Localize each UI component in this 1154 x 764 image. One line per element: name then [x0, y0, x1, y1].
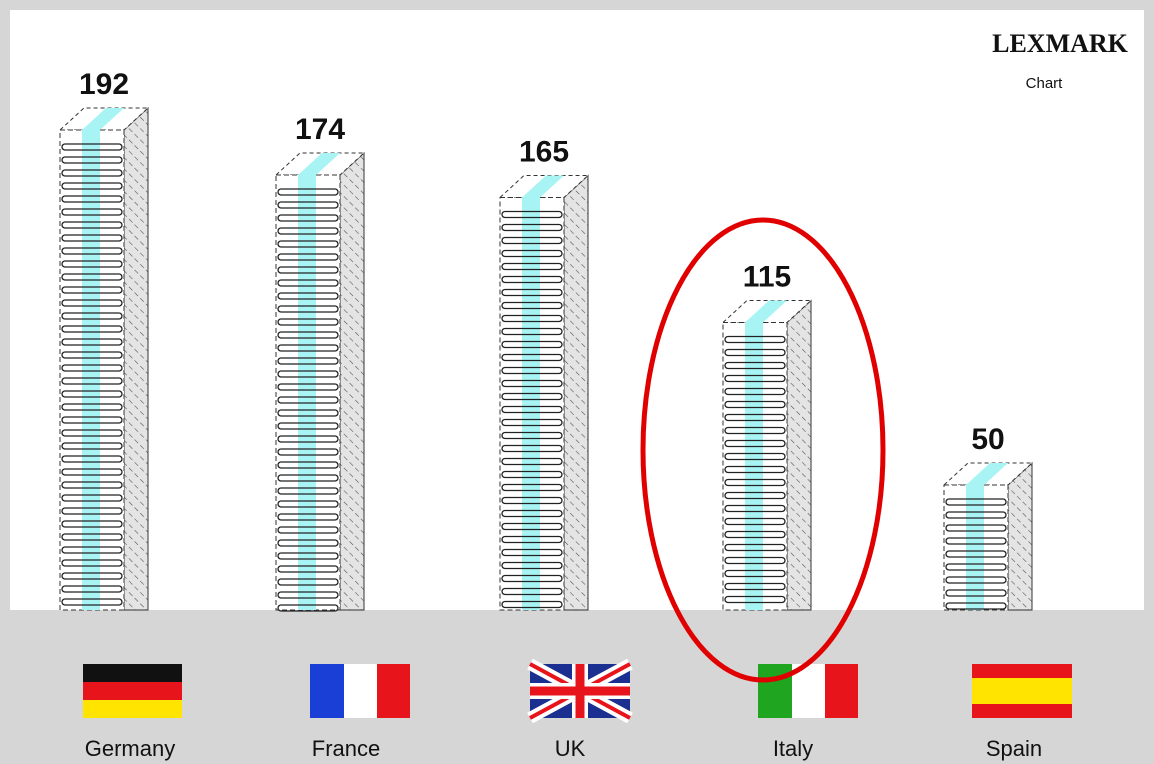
- flag-uk: [530, 664, 630, 718]
- x-tick-label: Italy: [773, 736, 813, 761]
- flag-italy: [758, 664, 858, 718]
- bar-side: [787, 301, 811, 611]
- page: LEXMARK Chart 192 174 165 115 50 Germany Fran…: [0, 0, 1154, 764]
- x-tick-label: Spain: [986, 736, 1042, 761]
- flag-spain: [972, 664, 1072, 718]
- bar-side: [1008, 463, 1032, 610]
- value-label: 50: [971, 423, 1004, 456]
- value-label: 192: [79, 68, 129, 101]
- bar-side: [124, 108, 148, 610]
- value-label: 115: [743, 260, 791, 293]
- x-tick-label: Germany: [85, 736, 175, 761]
- x-tick-label: France: [312, 736, 380, 761]
- bar-side: [340, 153, 364, 610]
- x-tick-label: UK: [555, 736, 586, 761]
- bar-side: [564, 176, 588, 611]
- logo-brand: LEXMARK: [992, 29, 1129, 58]
- bar-stripe: [298, 175, 316, 610]
- flag-france: [310, 664, 410, 718]
- value-label: 174: [295, 113, 345, 146]
- bar-stripe: [966, 485, 984, 610]
- bar-stripe: [522, 198, 540, 611]
- logo-caption: Chart: [1026, 75, 1064, 92]
- chart: LEXMARK Chart 192 174 165 115 50 Germany Fran…: [0, 0, 1154, 764]
- flag-germany: [83, 664, 182, 718]
- value-label: 165: [519, 135, 569, 168]
